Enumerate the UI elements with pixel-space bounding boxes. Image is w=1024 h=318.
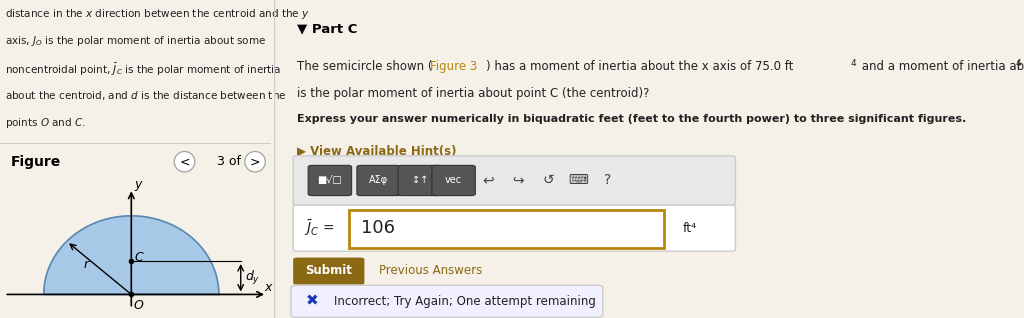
Text: 4: 4 xyxy=(850,59,856,68)
Text: ↕↑: ↕↑ xyxy=(412,175,428,185)
Text: Figure: Figure xyxy=(11,155,61,169)
FancyBboxPatch shape xyxy=(293,205,735,251)
Text: <: < xyxy=(179,155,189,168)
Text: O: O xyxy=(134,299,143,312)
FancyBboxPatch shape xyxy=(357,165,400,196)
Text: axis, $J_O$ is the polar moment of inertia about some: axis, $J_O$ is the polar moment of inert… xyxy=(5,34,266,48)
Text: y: y xyxy=(134,178,141,191)
Text: Express your answer numerically in biquadratic feet (feet to the fourth power) t: Express your answer numerically in biqua… xyxy=(297,114,967,124)
Text: ▼ Part C: ▼ Part C xyxy=(297,22,357,35)
Text: 3 of 3: 3 of 3 xyxy=(217,155,253,168)
Text: r: r xyxy=(83,258,88,271)
Text: and a moment of inertia about the y axis of 75.0 ft: and a moment of inertia about the y axis… xyxy=(858,60,1024,73)
Text: C: C xyxy=(135,251,143,264)
Text: ) has a moment of inertia about the x axis of 75.0 ft: ) has a moment of inertia about the x ax… xyxy=(485,60,794,73)
Text: distance in the $x$ direction between the centroid and the $y$: distance in the $x$ direction between th… xyxy=(5,7,310,21)
Text: ↺: ↺ xyxy=(543,173,554,187)
FancyBboxPatch shape xyxy=(349,210,665,248)
Text: about the centroid, and $d$ is the distance between the: about the centroid, and $d$ is the dista… xyxy=(5,89,287,102)
Text: points $O$ and $C$.: points $O$ and $C$. xyxy=(5,116,86,130)
Text: ↩: ↩ xyxy=(482,173,494,187)
Text: Previous Answers: Previous Answers xyxy=(379,265,482,277)
Polygon shape xyxy=(44,216,219,294)
FancyBboxPatch shape xyxy=(398,165,441,196)
Text: ?: ? xyxy=(604,173,611,187)
Text: vec: vec xyxy=(445,175,462,185)
Text: 4: 4 xyxy=(1016,59,1021,68)
Text: ⌨: ⌨ xyxy=(568,173,588,187)
FancyBboxPatch shape xyxy=(432,165,475,196)
FancyBboxPatch shape xyxy=(293,156,735,205)
Text: $d_y$: $d_y$ xyxy=(245,269,260,287)
Text: Incorrect; Try Again; One attempt remaining: Incorrect; Try Again; One attempt remain… xyxy=(335,295,596,308)
Text: is the polar moment of inertia about point C (the centroid)?: is the polar moment of inertia about poi… xyxy=(297,87,649,100)
Text: >: > xyxy=(250,155,260,168)
Text: ft⁴: ft⁴ xyxy=(683,222,697,234)
Text: The semicircle shown (: The semicircle shown ( xyxy=(297,60,432,73)
Text: x: x xyxy=(264,281,271,294)
FancyBboxPatch shape xyxy=(291,285,603,317)
FancyBboxPatch shape xyxy=(308,165,351,196)
Text: 106: 106 xyxy=(360,219,394,237)
Text: Figure 3: Figure 3 xyxy=(430,60,477,73)
Text: $\bar{J}_C$ =: $\bar{J}_C$ = xyxy=(304,218,335,238)
Text: ↪: ↪ xyxy=(512,173,524,187)
Text: ▶ View Available Hint(s): ▶ View Available Hint(s) xyxy=(297,145,457,158)
Text: Submit: Submit xyxy=(305,265,352,277)
Text: ■√□: ■√□ xyxy=(317,175,342,185)
FancyBboxPatch shape xyxy=(293,258,365,285)
Text: noncentroidal point, $\bar{J}_C$ is the polar moment of inertia: noncentroidal point, $\bar{J}_C$ is the … xyxy=(5,62,282,78)
Text: ✖: ✖ xyxy=(305,294,318,309)
Text: ΑΣφ: ΑΣφ xyxy=(369,175,388,185)
